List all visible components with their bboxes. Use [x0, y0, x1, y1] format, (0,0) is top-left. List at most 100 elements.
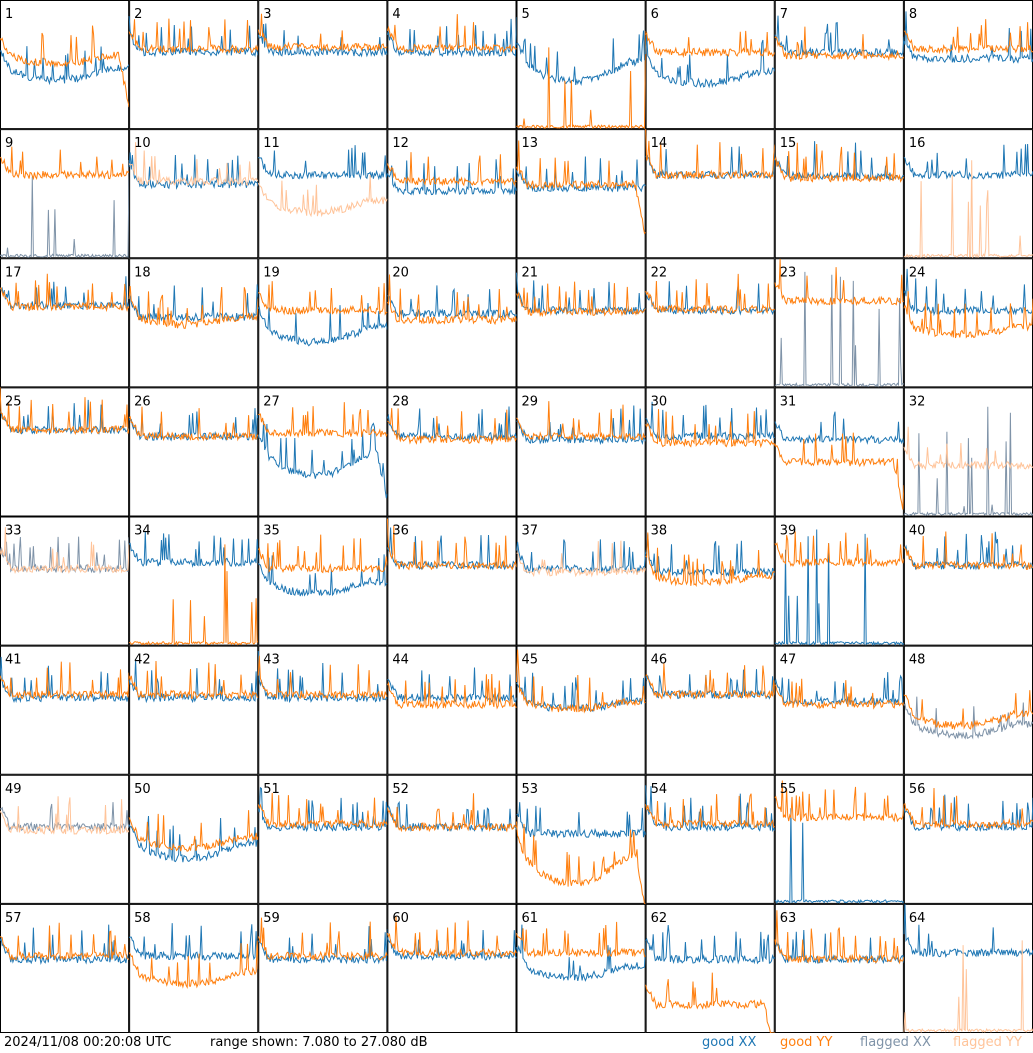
panel-label: 15 [780, 136, 797, 151]
series-xx-47 [774, 672, 905, 707]
series-xx-32 [903, 406, 1033, 517]
series-xx-14 [645, 145, 776, 180]
series-yy-13 [516, 140, 646, 235]
series-xx-44 [387, 667, 517, 703]
panel-frame [774, 645, 904, 775]
panel-label: 36 [392, 524, 409, 539]
panel-label: 52 [392, 782, 409, 797]
series-xx-7 [774, 15, 905, 58]
panel-frame [645, 774, 775, 904]
panel-frame [0, 129, 130, 259]
series-yy-58 [128, 940, 259, 990]
series-xx-33 [0, 536, 130, 574]
series-xx-50 [128, 815, 259, 863]
panel-frame [129, 129, 259, 259]
series-xx-57 [0, 924, 130, 965]
panel-22: 22 [645, 258, 776, 388]
panel-32: 32 [903, 387, 1033, 517]
panel-15: 15 [774, 129, 905, 259]
panel-frame [516, 645, 646, 775]
series-yy-50 [128, 810, 259, 852]
panel-40: 40 [903, 516, 1033, 646]
series-yy-54 [645, 793, 776, 829]
panel-18: 18 [128, 258, 259, 388]
series-xx-51 [257, 786, 388, 833]
series-yy-33 [0, 527, 130, 574]
panel-31: 31 [774, 387, 905, 517]
panel-label: 46 [651, 653, 668, 668]
panel-49: 49 [0, 774, 130, 904]
panel-50: 50 [128, 774, 259, 904]
series-yy-31 [774, 432, 905, 510]
panel-label: 9 [5, 136, 13, 151]
series-yy-18 [128, 285, 259, 329]
series-yy-45 [516, 649, 646, 714]
panel-frame [258, 645, 388, 775]
panel-label: 44 [392, 653, 409, 668]
series-yy-46 [645, 662, 776, 700]
panel-21: 21 [516, 258, 646, 388]
series-yy-11 [257, 175, 388, 218]
panel-frame [387, 129, 517, 259]
panel-label: 16 [909, 136, 926, 151]
panel-label: 41 [5, 653, 22, 668]
panel-39: 39 [774, 516, 905, 646]
panel-52: 52 [386, 774, 517, 904]
panel-label: 37 [522, 524, 539, 539]
panel-7: 7 [774, 0, 905, 130]
panel-29: 29 [516, 387, 647, 517]
series-xx-9 [0, 159, 130, 259]
series-xx-19 [257, 302, 388, 347]
series-xx-64 [903, 904, 1033, 959]
panel-16: 16 [903, 129, 1033, 259]
panel-label: 20 [392, 265, 409, 280]
series-xx-37 [516, 539, 647, 574]
panel-frame [258, 258, 388, 388]
series-xx-48 [903, 696, 1033, 740]
panel-34: 34 [128, 516, 259, 646]
panel-label: 28 [392, 394, 409, 409]
panel-frame [258, 774, 388, 904]
panel-38: 38 [645, 516, 776, 646]
series-xx-11 [258, 145, 388, 181]
series-xx-18 [128, 284, 259, 323]
panel-frame [387, 258, 517, 388]
panel-10: 10 [128, 129, 259, 259]
panel-label: 21 [522, 265, 539, 280]
panel-label: 31 [780, 394, 797, 409]
panel-44: 44 [386, 645, 517, 775]
panel-label: 7 [780, 7, 788, 22]
panel-label: 23 [780, 265, 797, 280]
panel-60: 60 [386, 903, 517, 1033]
panel-label: 61 [522, 911, 539, 926]
panel-frame [774, 387, 904, 517]
series-xx-39 [774, 529, 905, 646]
series-yy-8 [903, 19, 1033, 55]
panel-label: 4 [392, 7, 400, 22]
panel-13: 13 [516, 129, 646, 259]
panel-label: 45 [522, 653, 539, 668]
panel-label: 54 [651, 782, 668, 797]
panel-label: 22 [651, 265, 668, 280]
series-yy-38 [645, 532, 776, 587]
panel-2: 2 [128, 0, 259, 130]
series-yy-15 [774, 142, 905, 183]
series-yy-49 [0, 796, 130, 835]
panel-label: 39 [780, 524, 797, 539]
panel-label: 18 [134, 265, 151, 280]
panel-label: 12 [392, 136, 409, 151]
series-yy-32 [903, 426, 1033, 471]
series-xx-35 [257, 554, 388, 597]
series-yy-51 [257, 792, 388, 830]
legend-flagged-yy: flagged YY [953, 1035, 1022, 1050]
series-xx-55 [774, 808, 905, 905]
legend-flagged-xx: flagged XX [860, 1035, 931, 1050]
series-yy-36 [386, 518, 517, 571]
series-yy-17 [0, 273, 130, 313]
panel-61: 61 [516, 903, 647, 1033]
series-yy-30 [645, 409, 776, 449]
panel-53: 53 [516, 774, 647, 905]
series-yy-42 [128, 660, 259, 700]
series-xx-60 [386, 929, 517, 962]
series-yy-26 [128, 406, 259, 442]
